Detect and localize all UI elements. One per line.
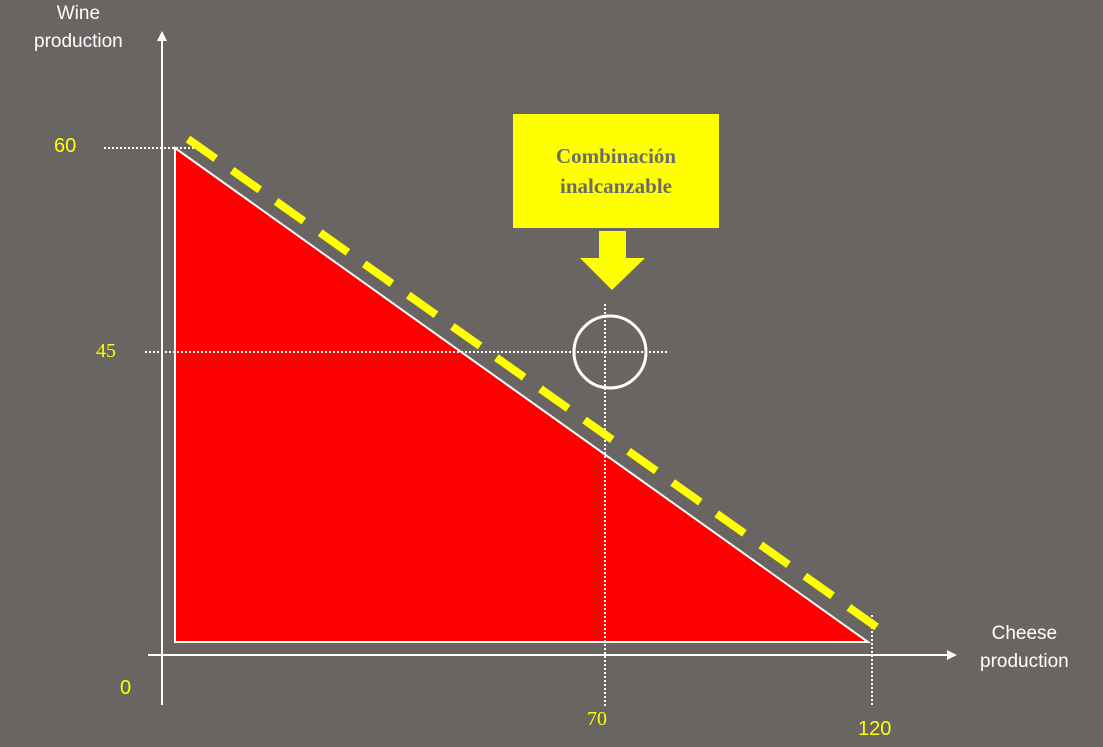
- y-axis-title: Wine production: [34, 0, 123, 56]
- origin-label: 0: [120, 677, 132, 699]
- x-axis-title: Cheese production: [980, 620, 1069, 676]
- y-tick-45: 45: [96, 340, 116, 362]
- dashed-frontier: [185, 135, 888, 637]
- feasible-region: [174, 146, 872, 643]
- unattainable-point-circle: [572, 314, 648, 390]
- y-axis-title-line-1: Wine: [56, 3, 101, 24]
- callout-text: Combinación inalcanzable: [513, 114, 719, 228]
- x-tick-70: 70: [587, 708, 607, 730]
- callout-box: [513, 114, 719, 228]
- y-tick-60: 60: [54, 135, 77, 157]
- x-axis-title-line-2: production: [980, 651, 1069, 672]
- x-tick-120: 120: [858, 718, 892, 740]
- callout-line-2: inalcanzable: [559, 174, 672, 198]
- callout-arrow: [580, 231, 645, 290]
- y-axis-title-line-2: production: [34, 31, 123, 52]
- x-axis-title-line-1: Cheese: [991, 623, 1058, 644]
- callout-line-1: Combinación: [555, 144, 677, 168]
